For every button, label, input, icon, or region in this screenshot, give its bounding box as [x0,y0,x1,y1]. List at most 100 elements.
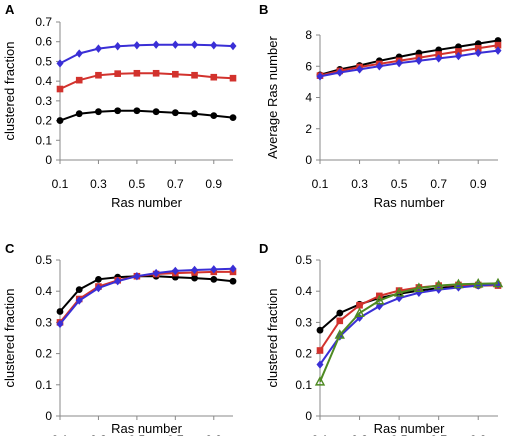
panel-d-series-3-point [374,294,385,305]
panel-d-series-0-point [316,326,324,334]
panel-a-series-2-point [133,107,141,115]
panel-b-series-0-line [319,39,499,76]
panel-d-series-3-point [492,277,504,288]
panel-d-series-1-point [316,347,324,354]
panel-b-ytick-label: 4 [305,91,312,105]
panel-a-ytick-label: 0.7 [35,15,52,29]
panel-c-series-2-point [229,264,237,273]
panel-a-series-2-point [191,110,198,118]
panel-a-series-2-point [114,107,122,115]
panel-b-series-2-point [375,62,383,71]
panel-a-ytick-label: 0.4 [35,74,52,88]
panel-a-series-1-point [114,70,121,77]
panel-b-xlabel: Ras number [374,195,445,210]
panel-a-ytick-label: 0.1 [35,133,52,147]
panel-b-xtick-label: 0.5 [391,177,408,191]
panel-b-series-2-line [319,49,499,78]
panel-a-label: A [5,2,15,17]
panel-a-series-2-line [59,109,234,122]
panel-b-ytick-label: 6 [305,59,312,73]
panel-a-ytick-label: 0 [45,153,52,167]
panel-c-series-0-point [95,275,102,283]
panel-a-series-2-point [75,110,83,118]
panel-c-series-0-point [229,277,237,285]
panel-a-series-2-point [152,108,160,116]
panel-a-series-1-point [56,85,64,93]
panel-a-ytick-label: 0.6 [35,35,52,49]
panel-d-xlabel: Ras number [374,421,445,436]
panel-b-label: B [259,2,268,17]
panel-d-series-0-point [336,309,344,317]
panel-d-series-3-point [354,307,365,317]
panel-a-series-0-line [59,43,234,65]
panel-c-series-2-point [56,319,64,329]
panel-b-xtick-label: 0.3 [351,177,368,191]
panel-c-series-0-point [56,308,64,315]
panel-d-ytick-label: 0.5 [295,253,312,267]
panel-a-series-0-point [229,41,237,51]
panel-d-series-3-point [473,278,484,288]
panel-c-ytick-label: 0.2 [35,347,52,361]
panel-a-series-1-point [95,71,102,79]
panel-c-series-0-point [210,275,218,283]
panel-a-series-0-point [210,41,218,50]
panel-d-series-2-point [316,360,324,369]
panel-c-series-2-point [152,268,160,278]
panel-d-ytick-label: 0.4 [295,284,312,298]
panel-c-ytick-label: 0.4 [35,284,52,298]
panel-d-series-3-point [413,282,425,292]
panel-c-label: C [5,241,15,256]
panel-a-ylabel: clustered fraction [2,42,17,141]
panel-a-xtick-label: 0.5 [129,177,146,191]
panel-d-ytick-label: 0.3 [295,315,312,329]
panel-a-xtick-label: 0.1 [52,177,69,191]
panel-b-series-2-point [316,72,324,81]
panel-a-xtick-label: 0.9 [205,177,222,191]
panel-b-ytick-label: 8 [305,28,312,42]
panel-b-xtick-label: 0.1 [312,177,329,191]
panel-a-series-0-point [56,59,64,68]
panel-b-series-1-point [474,44,482,52]
panel-a-xlabel: Ras number [111,195,182,210]
panel-d-series-3-point [453,278,464,289]
panel-c-series-2-point [114,277,122,286]
panel-b-xtick-label: 0.9 [470,177,487,191]
panel-d-series-3-point [393,287,405,297]
panel-a-series-1-point [210,73,218,81]
panel-d-series-3-line [319,282,499,383]
panel-b-series-2-point [494,46,502,55]
panel-c-ytick-label: 0.5 [35,253,52,267]
panel-d-ylabel: clustered fraction [265,289,280,388]
panel-c-ytick-label: 0 [45,409,52,423]
panel-c-series-2-point [75,296,83,305]
panel-a-ytick-label: 0.3 [35,94,52,108]
panel-a-xtick-label: 0.7 [167,177,184,191]
panel-b-series-2-point [435,54,443,63]
panel-b-ytick-label: 0 [305,153,312,167]
panel-c-series-0-line [59,275,234,313]
panel-b-series-1-point [455,48,462,55]
panel-a-ytick-label: 0.2 [35,114,52,128]
panel-a-series-2-point [229,114,237,122]
panel-a-series-1-point [191,71,198,79]
panel-d-ytick-label: 0.2 [295,347,312,361]
panel-d-series-0-line [319,284,499,331]
panel-a-series-1-point [152,69,160,77]
panel-b-ylabel: Average Ras number [265,36,280,159]
panel-c-series-2-point [133,272,141,281]
panel-a-series-1-point [75,76,83,84]
panel-a-series-0-point [152,40,160,49]
panel-c-ylabel: clustered fraction [2,289,17,388]
panel-c-ytick-label: 0.1 [35,378,52,392]
panel-c-series-2-point [191,265,199,275]
panel-a-xtick-label: 0.3 [90,177,107,191]
panel-c-xlabel: Ras number [111,421,182,436]
panel-d-series-3-point [334,329,345,339]
panel-b-series-2-point [454,51,462,61]
panel-c-series-2-point [94,283,102,293]
panel-a-ytick-label: 0.5 [35,54,52,68]
panel-a-series-2-point [56,117,64,124]
panel-a-series-2-point [210,112,218,120]
panel-a-series-0-point [133,41,141,50]
panel-b-series-2-point [395,58,403,68]
